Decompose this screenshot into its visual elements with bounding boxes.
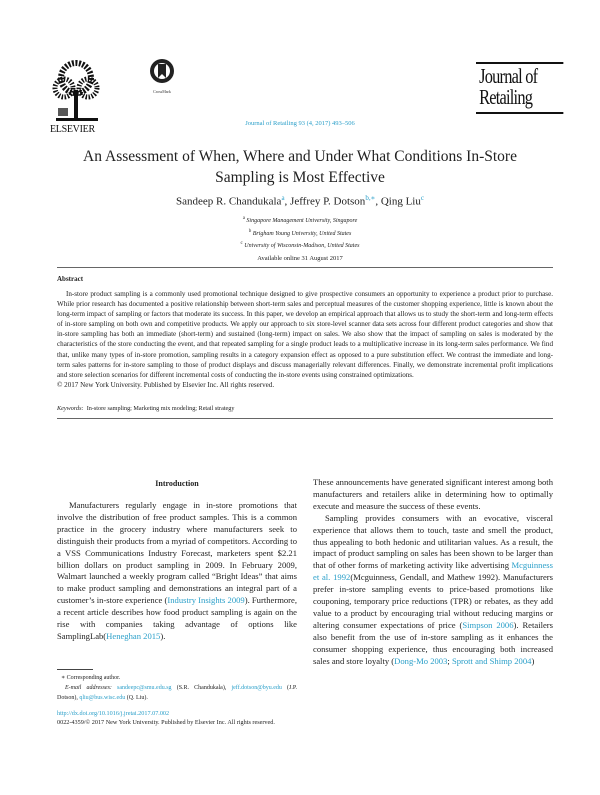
elsevier-tree-logo — [52, 60, 100, 121]
citation-link[interactable]: Simpson 2006 — [462, 619, 514, 630]
email-link[interactable]: qliu@bus.wisc.edu — [79, 695, 126, 701]
right-column: These announcements have generated signi… — [313, 477, 553, 668]
corresponding-author-note: ∗ Corresponding author. — [61, 675, 121, 681]
abstract-section: Abstract In-store product sampling is a … — [57, 274, 553, 420]
article-title: An Assessment of When, Where and Under W… — [83, 148, 517, 186]
affiliation-link[interactable]: a — [281, 194, 285, 202]
journal-citation-link[interactable]: Journal of Retailing 93 (4, 2017) 493–50… — [245, 120, 355, 127]
affiliation: c University of Wisconsin-Madison, Unite… — [240, 241, 360, 249]
keywords-label: Keywords: — [57, 404, 84, 412]
footer-block: ∗ Corresponding author. E-mail addresses… — [57, 673, 297, 727]
doi-link[interactable]: http://dx.doi.org/10.1016/j.jretai.2017.… — [57, 710, 170, 717]
author-name: Sandeep R. Chandukala — [176, 195, 282, 208]
paragraph: Sampling provides consumers with an evoc… — [313, 512, 553, 666]
divider — [57, 417, 553, 420]
citation-link[interactable]: Industry Insights 2009 — [167, 595, 245, 606]
journal-logo: Journal of Retailing — [476, 62, 564, 114]
author-name: Jeffrey P. Dotson — [290, 195, 366, 208]
affiliations: a Singapore Management University, Singa… — [0, 214, 600, 252]
affiliation-link[interactable]: c — [420, 194, 424, 202]
abstract-copyright: © 2017 New York University. Published by… — [57, 380, 275, 389]
citation-link[interactable]: Mcguinness et al. 1992 — [313, 560, 553, 583]
author-name: Qing Liu — [380, 195, 421, 208]
footnotes: ∗ Corresponding author. E-mail addresses… — [57, 673, 297, 703]
keywords: Keywords: In-store sampling; Marketing m… — [57, 404, 553, 413]
affiliation-link[interactable]: b,∗ — [365, 194, 376, 202]
email-link[interactable]: sandeepc@smu.edu.sg — [117, 685, 172, 691]
abstract-heading: Abstract — [57, 275, 84, 283]
crossmark-icon — [150, 59, 174, 83]
affiliation: b Brigham Young University, United State… — [248, 228, 352, 237]
email-addresses: E-mail addresses: sandeepc@smu.edu.sg (S… — [57, 685, 298, 701]
author-list: Sandeep R. Chandukalaa, Jeffrey P. Dotso… — [176, 194, 424, 208]
affiliation: a Singapore Management University, Singa… — [242, 216, 358, 224]
citation-link[interactable]: Heneghan 2015 — [106, 630, 161, 641]
elsevier-wordmark: ELSEVIER — [50, 124, 95, 135]
crossmark-label: CrossMark — [153, 89, 171, 94]
journal-logo-line: Journal of — [479, 64, 538, 88]
abstract-text: In-store product sampling is a commonly … — [57, 290, 553, 379]
crossmark-button[interactable]: CrossMark — [148, 58, 176, 94]
citation-link[interactable]: Sprott and Shimp 2004 — [451, 655, 532, 666]
intro-paragraph: Manufacturers regularly engage in in-sto… — [57, 500, 298, 641]
citation-link[interactable]: Dong-Mo 2003 — [394, 655, 448, 666]
divider — [57, 267, 553, 268]
section-heading-introduction: Introduction — [155, 479, 199, 488]
email-link[interactable]: jeff.dotson@byu.edu — [231, 685, 282, 691]
journal-logo-line: Retailing — [479, 85, 533, 109]
email-label: E-mail addresses: — [65, 685, 112, 691]
available-online-date: Available online 31 August 2017 — [257, 254, 343, 262]
footnote-divider — [57, 669, 93, 670]
keywords-list: In-store sampling; Marketing mix modelin… — [86, 404, 235, 412]
issn-copyright: 0022-4359/© 2017 New York University. Pu… — [57, 719, 275, 726]
front-matter: a Singapore Management University, Singa… — [0, 214, 600, 263]
paragraph: These announcements have generated signi… — [313, 477, 553, 511]
